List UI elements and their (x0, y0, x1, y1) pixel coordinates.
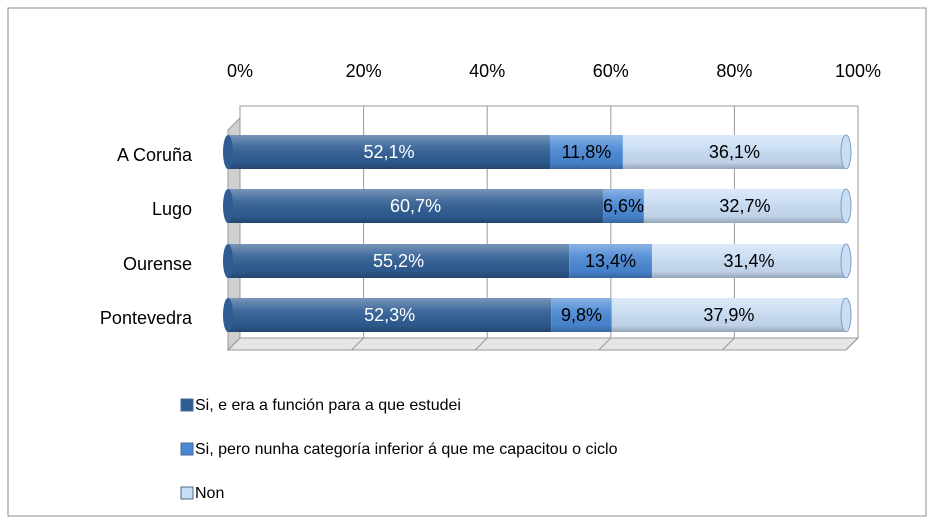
value-label: 31,4% (723, 251, 774, 271)
floor-grid-line (722, 337, 735, 351)
value-label: 32,7% (719, 196, 770, 216)
bar-shade (611, 298, 846, 332)
bar-shade (569, 244, 652, 278)
value-label: 36,1% (709, 142, 760, 162)
bar-cap (840, 134, 852, 170)
bar-shade (651, 244, 846, 278)
value-label: 11,8% (562, 142, 612, 162)
y-tick-label: Ourense (123, 254, 192, 274)
bar-start-cap (223, 244, 233, 278)
bar-shade (228, 244, 570, 278)
bar-shade (228, 189, 604, 223)
bar-shade (603, 189, 644, 223)
legend-swatch (180, 398, 194, 412)
floor-grid-line (598, 337, 612, 351)
legend-label: Non (195, 485, 224, 502)
bar-cap (840, 243, 852, 279)
x-tick-label: 40% (469, 61, 505, 81)
floor (226, 337, 860, 351)
bar-shade (228, 135, 550, 169)
bar-shade (643, 189, 846, 223)
x-tick-label: 60% (593, 61, 629, 81)
value-label: 9,8% (561, 305, 602, 325)
legend-label: Si, e era a función para a que estudei (195, 397, 461, 414)
legend-label: Si, pero nunha categoría inferior á que … (195, 441, 618, 458)
x-tick-label: 0% (227, 61, 253, 81)
bar-start-cap (223, 135, 233, 169)
y-tick-label: A Coruña (117, 145, 193, 165)
value-label: 55,2% (373, 251, 424, 271)
bar-shade (622, 135, 846, 169)
value-label: 60,7% (390, 196, 441, 216)
value-label: 13,4% (585, 251, 636, 271)
value-label: 6,6% (603, 196, 644, 216)
value-label: 52,3% (364, 305, 415, 325)
bar-shade (549, 135, 623, 169)
x-tick-label: 100% (835, 61, 881, 81)
bar-cap (840, 297, 852, 333)
floor-grid-line (474, 337, 488, 351)
value-label: 37,9% (703, 305, 754, 325)
legend-swatch (180, 442, 194, 456)
floor-grid-line (845, 337, 859, 351)
value-label: 52,1% (363, 142, 414, 162)
bar-shade (551, 298, 612, 332)
legend-swatch (180, 486, 194, 500)
floor-grid-line (227, 337, 241, 351)
y-tick-label: Pontevedra (100, 308, 193, 328)
x-tick-label: 20% (346, 61, 382, 81)
bar-start-cap (223, 298, 233, 332)
bar-cap (840, 188, 852, 224)
y-tick-label: Lugo (152, 199, 192, 219)
bar-shade (228, 298, 552, 332)
x-tick-label: 80% (716, 61, 752, 81)
floor-grid-line (351, 337, 364, 351)
bar-start-cap (223, 189, 233, 223)
